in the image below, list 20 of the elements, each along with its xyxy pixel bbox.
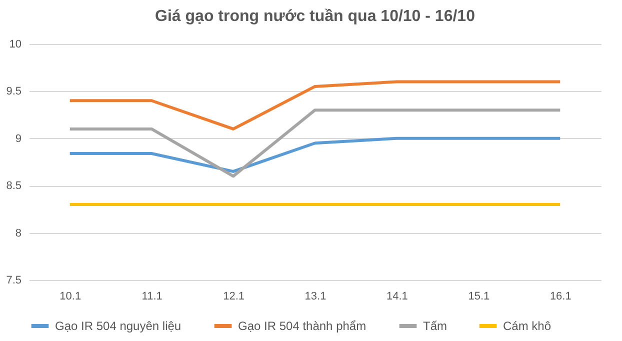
line-series <box>68 136 562 173</box>
legend-label: Gạo IR 504 thành phẩm <box>238 319 366 333</box>
y-tick-label: 8.5 <box>6 180 22 192</box>
x-tick-label: 10.1 <box>60 290 82 302</box>
y-tick-label: 9 <box>15 132 22 145</box>
x-tick-label: 15.1 <box>468 290 490 302</box>
x-tick-label: 16.1 <box>550 290 572 302</box>
chart-title: Giá gạo trong nước tuần qua 10/10 - 16/10 <box>155 8 476 25</box>
y-tick-label: 7.5 <box>6 274 22 286</box>
y-tick-label: 8 <box>15 227 22 240</box>
x-tick-label: 13.1 <box>304 290 326 302</box>
y-tick-label: 9.5 <box>6 86 22 98</box>
x-tick-label: 12.1 <box>223 290 244 302</box>
legend-label: Gạo IR 504 nguyên liệu <box>55 319 182 333</box>
x-tick-label: 14.1 <box>386 290 408 302</box>
x-tick-label: 11.1 <box>142 290 162 302</box>
legend-label: Cám khô <box>503 319 552 333</box>
line-series <box>68 80 562 130</box>
y-tick-label: 10 <box>9 38 22 50</box>
legend-label: Tấm <box>423 319 448 333</box>
